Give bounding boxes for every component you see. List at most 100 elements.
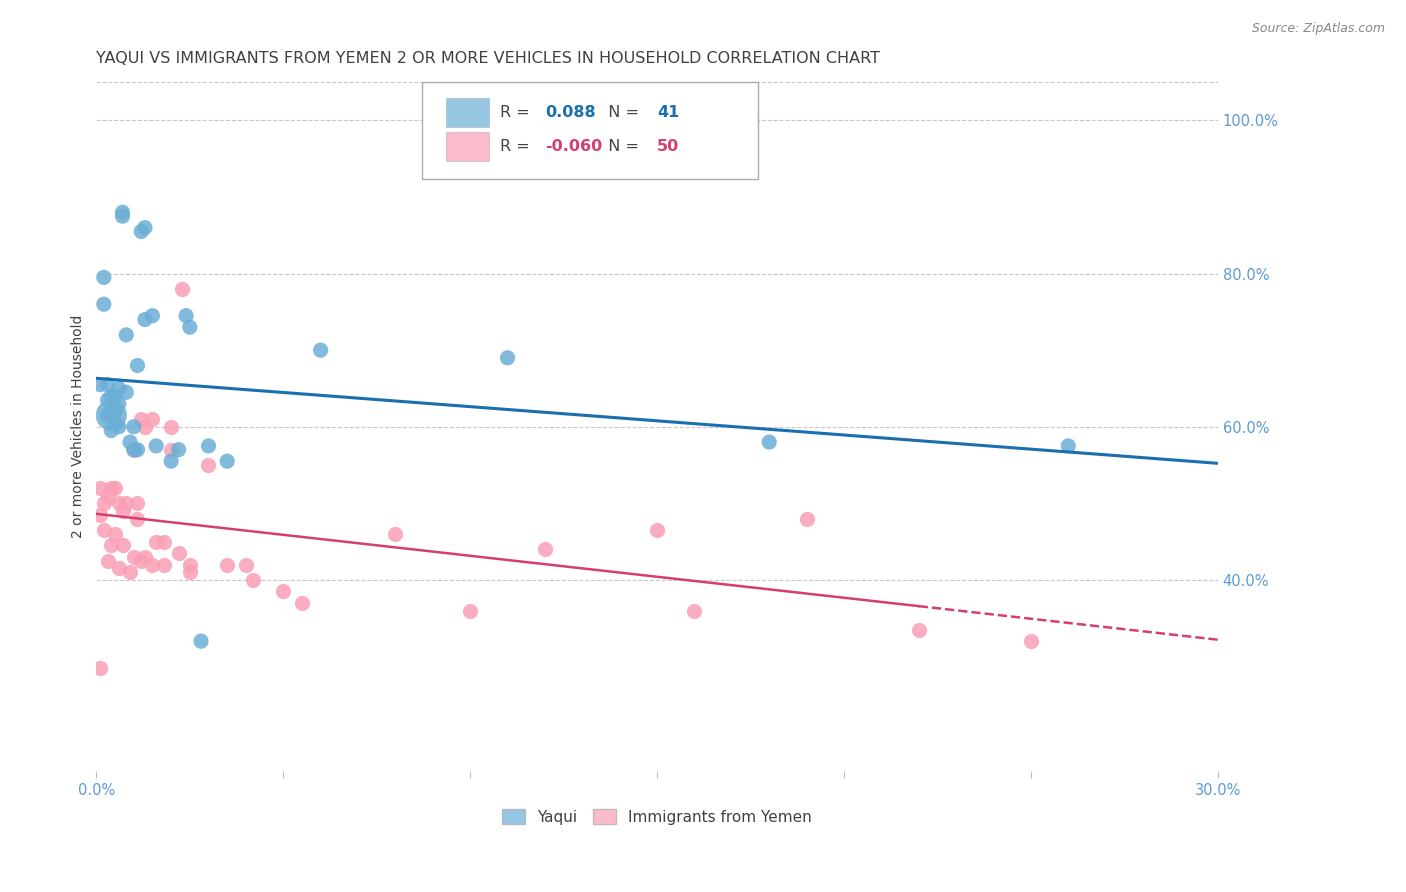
Point [100, 538, 122, 552]
Point [129, 554, 152, 568]
Point [115, 496, 138, 510]
Point [1057, 439, 1080, 453]
Point [129, 412, 152, 426]
Point [758, 435, 780, 450]
Point [93, 270, 115, 285]
Point [217, 454, 239, 468]
Point [179, 320, 201, 334]
Point [134, 419, 156, 434]
Point [384, 527, 406, 541]
Point [141, 412, 163, 426]
Point [907, 623, 929, 637]
Point [127, 442, 149, 457]
Point [127, 496, 149, 510]
Text: 41: 41 [657, 105, 679, 120]
Point [134, 549, 156, 564]
Text: N =: N = [598, 105, 644, 120]
Point [174, 309, 197, 323]
Point [118, 566, 141, 580]
FancyBboxPatch shape [446, 98, 489, 127]
Point [97, 392, 120, 407]
Point [97, 377, 120, 392]
Point [127, 359, 149, 373]
FancyBboxPatch shape [446, 132, 489, 161]
Point [242, 573, 264, 587]
Point [122, 419, 145, 434]
Point [104, 416, 127, 430]
FancyBboxPatch shape [422, 82, 758, 178]
Point [129, 224, 152, 238]
Text: N =: N = [598, 139, 644, 154]
Point [179, 566, 201, 580]
Text: 0.088: 0.088 [546, 105, 596, 120]
Point [152, 558, 174, 572]
Point [122, 442, 145, 457]
Point [534, 542, 557, 557]
Text: -0.060: -0.060 [546, 139, 602, 154]
Point [496, 351, 519, 365]
Point [134, 220, 156, 235]
Point [291, 596, 314, 610]
Point [104, 481, 127, 495]
Point [160, 442, 183, 457]
Point [100, 389, 122, 403]
Point [115, 385, 138, 400]
Point [115, 327, 138, 342]
Point [104, 527, 127, 541]
Point [97, 409, 120, 423]
Point [127, 511, 149, 525]
Point [104, 389, 127, 403]
Point [796, 511, 818, 525]
Point [89, 661, 111, 675]
Y-axis label: 2 or more Vehicles in Household: 2 or more Vehicles in Household [72, 315, 86, 539]
Point [235, 558, 257, 572]
Point [145, 439, 167, 453]
Point [645, 523, 668, 537]
Point [107, 496, 129, 510]
Point [683, 603, 706, 617]
Point [93, 297, 115, 311]
Text: Source: ZipAtlas.com: Source: ZipAtlas.com [1251, 22, 1385, 36]
Point [197, 458, 219, 472]
Point [100, 424, 122, 438]
Point [118, 435, 141, 450]
Text: R =: R = [501, 139, 534, 154]
Point [97, 489, 120, 503]
Point [160, 454, 183, 468]
Point [152, 534, 174, 549]
Point [107, 561, 129, 575]
Text: R =: R = [501, 105, 534, 120]
Point [134, 312, 156, 326]
Point [172, 282, 194, 296]
Point [97, 554, 120, 568]
Point [179, 558, 201, 572]
Point [167, 546, 190, 560]
Point [111, 504, 134, 518]
Point [104, 404, 127, 418]
Point [1019, 634, 1042, 648]
Point [100, 409, 122, 423]
Point [107, 381, 129, 395]
Point [190, 634, 212, 648]
Point [93, 523, 115, 537]
Point [458, 603, 481, 617]
Point [100, 404, 122, 418]
Point [122, 549, 145, 564]
Text: YAQUI VS IMMIGRANTS FROM YEMEN 2 OR MORE VEHICLES IN HOUSEHOLD CORRELATION CHART: YAQUI VS IMMIGRANTS FROM YEMEN 2 OR MORE… [97, 51, 880, 66]
Point [111, 209, 134, 223]
Point [111, 205, 134, 219]
Point [141, 558, 163, 572]
Point [271, 584, 294, 599]
Point [167, 442, 190, 457]
Point [111, 538, 134, 552]
Point [217, 558, 239, 572]
Point [93, 496, 115, 510]
Point [122, 442, 145, 457]
Point [89, 377, 111, 392]
Point [89, 508, 111, 522]
Point [100, 481, 122, 495]
Point [89, 481, 111, 495]
Point [141, 309, 163, 323]
Text: 50: 50 [657, 139, 679, 154]
Point [160, 419, 183, 434]
